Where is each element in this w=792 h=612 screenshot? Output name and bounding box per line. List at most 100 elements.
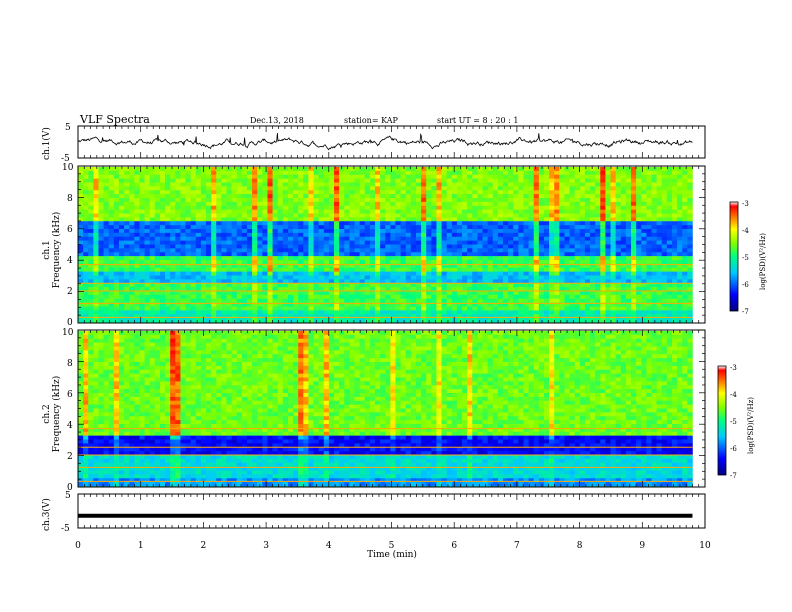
spectrogram-cell [313, 190, 319, 195]
spectrogram-cell [513, 240, 519, 245]
spectrogram-cell [431, 279, 437, 284]
spectrogram-cell [477, 314, 483, 319]
spectrogram-cell [528, 279, 535, 284]
spectrogram-cell [564, 217, 570, 222]
spectrogram-cell [595, 252, 601, 257]
spectrogram-cell [134, 213, 140, 218]
spectrogram-cell [246, 198, 253, 203]
spectrogram-cell [395, 252, 401, 257]
spectrogram-cell [272, 302, 278, 307]
spectrogram-cell [241, 263, 248, 269]
spectrogram-cell [533, 190, 540, 195]
spectrogram-cell [134, 186, 140, 191]
spectrogram-cell [175, 306, 181, 311]
spectrogram-cell [503, 174, 509, 179]
spectrogram-cell [549, 291, 555, 296]
spectrogram-cell [124, 291, 130, 296]
spectrogram-cell [554, 306, 560, 311]
spectrogram-cell [651, 287, 657, 292]
spectrogram-cell [118, 244, 125, 249]
spectrogram-cell [390, 314, 396, 319]
spectrogram-cell [390, 167, 396, 172]
spectrogram-cell [190, 170, 197, 176]
spectrogram-cell [687, 260, 693, 265]
spectrogram-cell [615, 221, 622, 226]
spectrogram-cell [277, 221, 284, 226]
spectrogram-cell [170, 182, 176, 187]
spectrogram-cell [569, 213, 575, 218]
spectrogram-cell [246, 221, 253, 226]
spectrogram-cell [415, 225, 422, 230]
spectrogram-cell [436, 263, 442, 269]
spectrogram-cell [615, 283, 622, 288]
spectrogram-cell [252, 198, 258, 203]
spectrogram-cell [246, 190, 253, 195]
spectrogram-cell [354, 174, 360, 179]
spectrogram-cell [677, 205, 683, 210]
spectrogram-cell [543, 271, 550, 276]
spectrogram-cell [257, 252, 263, 257]
spectrogram-cell [477, 170, 483, 176]
spectrogram-cell [584, 318, 591, 323]
spectrogram-cell [523, 232, 529, 238]
spectrogram-cell [492, 260, 499, 265]
spectrogram-cell [661, 229, 668, 234]
spectrogram-cell [569, 240, 575, 245]
spectrogram-cell [124, 318, 130, 323]
spectrogram-cell [467, 194, 473, 199]
spectrogram-cell [231, 263, 238, 269]
spectrogram-cell [456, 186, 463, 191]
spectrogram-cell [154, 170, 161, 176]
spectrogram-cell [503, 167, 509, 172]
spectrogram-cell [211, 248, 217, 253]
spectrogram-cell [170, 267, 176, 272]
spectrogram-cell [252, 283, 258, 288]
spectrogram-cell [579, 283, 586, 288]
spectrogram-cell [344, 167, 350, 172]
spectrogram-cell [559, 213, 565, 218]
spectrogram-cell [149, 306, 156, 311]
spectrogram-cell [287, 263, 294, 269]
spectrogram-cell [564, 167, 570, 172]
spectrogram-cell [170, 260, 176, 265]
spectrogram-cell [677, 190, 683, 195]
spectrogram-cell [671, 252, 678, 257]
spectrogram-cell [93, 170, 99, 176]
spectrogram-cell [83, 248, 89, 253]
spectrogram-cell [318, 190, 325, 195]
spectrogram-cell [523, 182, 529, 187]
spectrogram-cell [323, 267, 330, 272]
spectrogram-cell [477, 213, 483, 218]
spectrogram-cell [359, 244, 366, 249]
spectrogram-cell [625, 287, 632, 292]
spectrogram-cell [385, 306, 391, 311]
spectrogram-cell [472, 291, 478, 296]
spectrogram-cell [364, 167, 371, 172]
spectrogram-cell [190, 256, 197, 261]
spectrogram-cell [277, 279, 284, 284]
spectrogram-cell [359, 174, 366, 179]
spectrogram-cell [134, 205, 140, 210]
spectrogram-cell [395, 260, 401, 265]
spectrogram-cell [656, 236, 663, 241]
spectrogram-cell [154, 279, 161, 284]
spectrogram-cell [328, 170, 335, 176]
spectrogram-cell [559, 252, 565, 257]
spectrogram-cell [682, 252, 688, 257]
spectrogram-cell [590, 190, 596, 195]
spectrogram-cell [671, 306, 678, 311]
spectrogram-cell [257, 170, 263, 176]
spectrogram-cell [421, 275, 427, 280]
spectrogram-cell [543, 240, 550, 245]
spectrogram-cell [344, 275, 350, 280]
spectrogram-cell [139, 263, 145, 269]
spectrogram-cell [523, 225, 529, 230]
spectrogram-cell [154, 260, 161, 265]
spectrogram-cell [272, 225, 278, 230]
spectrogram-cell [543, 174, 550, 179]
spectrogram-cell [200, 310, 207, 315]
spectrogram-cell [590, 232, 596, 238]
spectrogram-cell [574, 170, 581, 176]
spectrogram-cell [221, 205, 227, 210]
spectrogram-cell [426, 271, 432, 276]
